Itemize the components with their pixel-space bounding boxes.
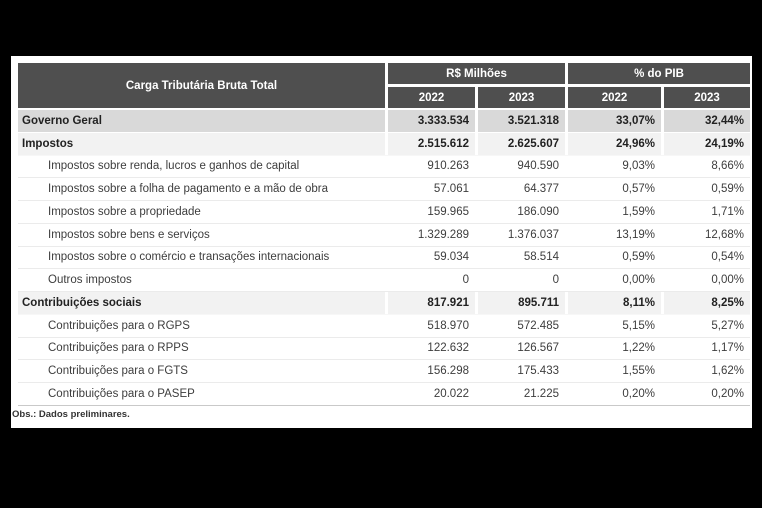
row-label: Contribuições sociais: [18, 292, 385, 314]
row-value: 1.329.289: [417, 228, 469, 241]
row-label: Outros impostos: [48, 274, 132, 287]
row-value: 33,07%: [568, 110, 661, 132]
row-value: 0,00%: [622, 274, 655, 287]
column-group-rs-milhoes: R$ Milhões: [388, 63, 565, 84]
row-label: Impostos sobre bens e serviços: [48, 228, 210, 241]
row-label: Contribuições para o RPPS: [48, 342, 189, 355]
row-value: 159.965: [427, 205, 469, 218]
column-header-rs-2023: 2023: [478, 87, 565, 108]
row-value: 0,59%: [622, 251, 655, 264]
row-value: 1,22%: [622, 342, 655, 355]
table-row-impostos-renda: Impostos sobre renda, lucros e ganhos de…: [18, 156, 750, 179]
row-label: Impostos sobre o comércio e transações i…: [48, 251, 330, 264]
table-row-impostos-folha: Impostos sobre a folha de pagamento e a …: [18, 178, 750, 201]
row-value: 126.567: [517, 342, 559, 355]
table-row-contribuicoes-rgps: Contribuições para o RGPS 518.970 572.48…: [18, 315, 750, 338]
table-row-governo-geral: Governo Geral 3.333.534 3.521.318 33,07%…: [18, 110, 750, 133]
row-value: 156.298: [427, 365, 469, 378]
table-header: Carga Tributária Bruta Total R$ Milhões …: [18, 63, 750, 108]
table-row-impostos-comercio: Impostos sobre o comércio e transações i…: [18, 247, 750, 270]
row-value: 817.921: [388, 292, 475, 314]
row-value: 57.061: [433, 183, 469, 196]
row-value: 1,17%: [711, 342, 744, 355]
row-value: 12,68%: [704, 228, 744, 241]
row-value: 940.590: [517, 160, 559, 173]
row-value: 1.376.037: [507, 228, 559, 241]
row-value: 58.514: [523, 251, 559, 264]
row-label: Impostos: [18, 132, 385, 155]
table-body: Governo Geral 3.333.534 3.521.318 33,07%…: [18, 110, 750, 406]
row-value: 20.022: [433, 387, 469, 400]
table-row-impostos-bens-servicos: Impostos sobre bens e serviços 1.329.289…: [18, 224, 750, 247]
column-header-rs-2022: 2022: [388, 87, 475, 108]
row-value: 64.377: [523, 183, 559, 196]
row-value: 32,44%: [664, 110, 750, 132]
row-value: 1,55%: [622, 365, 655, 378]
table-row-contribuicoes-pasep: Contribuições para o PASEP 20.022 21.225…: [18, 383, 750, 406]
row-value: 21.225: [523, 387, 559, 400]
row-label: Impostos sobre a folha de pagamento e a …: [48, 183, 329, 196]
column-header-pib-2023: 2023: [664, 87, 750, 108]
row-label: Contribuições para o PASEP: [48, 387, 195, 400]
row-value: 8,25%: [664, 292, 750, 314]
tax-burden-table: Carga Tributária Bruta Total R$ Milhões …: [18, 63, 750, 406]
row-value: 2.625.607: [478, 132, 565, 155]
row-label: Governo Geral: [18, 110, 385, 132]
row-value: 895.711: [478, 292, 565, 314]
row-value: 0,20%: [622, 387, 655, 400]
row-value: 572.485: [517, 319, 559, 332]
table-row-impostos-propriedade: Impostos sobre a propriedade 159.965 186…: [18, 201, 750, 224]
column-header-pib-2022: 2022: [568, 87, 661, 108]
row-label: Contribuições para o RGPS: [48, 319, 190, 332]
column-group-pct-do-pib: % do PIB: [568, 63, 750, 84]
row-value: 0,59%: [711, 183, 744, 196]
row-value: 5,27%: [711, 319, 744, 332]
row-value: 9,03%: [622, 160, 655, 173]
row-label: Impostos sobre renda, lucros e ganhos de…: [48, 160, 300, 173]
row-value: 910.263: [427, 160, 469, 173]
row-value: 24,19%: [664, 132, 750, 155]
row-label: Impostos sobre a propriedade: [48, 205, 201, 218]
row-value: 0,57%: [622, 183, 655, 196]
row-value: 3.521.318: [478, 110, 565, 132]
row-value: 1,59%: [622, 205, 655, 218]
row-value: 13,19%: [615, 228, 655, 241]
row-value: 518.970: [427, 319, 469, 332]
table-row-contribuicoes-sociais: Contribuições sociais 817.921 895.711 8,…: [18, 292, 750, 315]
row-value: 1,71%: [711, 205, 744, 218]
row-value: 186.090: [517, 205, 559, 218]
row-value: 0,54%: [711, 251, 744, 264]
row-value: 3.333.534: [388, 110, 475, 132]
row-label: Contribuições para o FGTS: [48, 365, 188, 378]
footnote: Obs.: Dados preliminares.: [12, 408, 130, 420]
row-value: 2.515.612: [388, 132, 475, 155]
row-value: 24,96%: [568, 132, 661, 155]
row-value: 5,15%: [622, 319, 655, 332]
row-value: 59.034: [433, 251, 469, 264]
row-value: 122.632: [427, 342, 469, 355]
table-row-impostos: Impostos 2.515.612 2.625.607 24,96% 24,1…: [18, 132, 750, 156]
row-value: 175.433: [517, 365, 559, 378]
table-row-contribuicoes-fgts: Contribuições para o FGTS 156.298 175.43…: [18, 360, 750, 383]
row-value: 8,66%: [711, 160, 744, 173]
report-panel: Carga Tributária Bruta Total R$ Milhões …: [11, 56, 752, 428]
row-value: 0,20%: [711, 387, 744, 400]
table-row-outros-impostos: Outros impostos 0 0 0,00% 0,00%: [18, 269, 750, 292]
row-value: 8,11%: [568, 292, 661, 314]
table-title: Carga Tributária Bruta Total: [18, 63, 385, 108]
row-value: 0,00%: [711, 274, 744, 287]
row-value: 0: [552, 274, 559, 287]
row-value: 1,62%: [711, 365, 744, 378]
row-value: 0: [462, 274, 469, 287]
table-row-contribuicoes-rpps: Contribuições para o RPPS 122.632 126.56…: [18, 338, 750, 361]
